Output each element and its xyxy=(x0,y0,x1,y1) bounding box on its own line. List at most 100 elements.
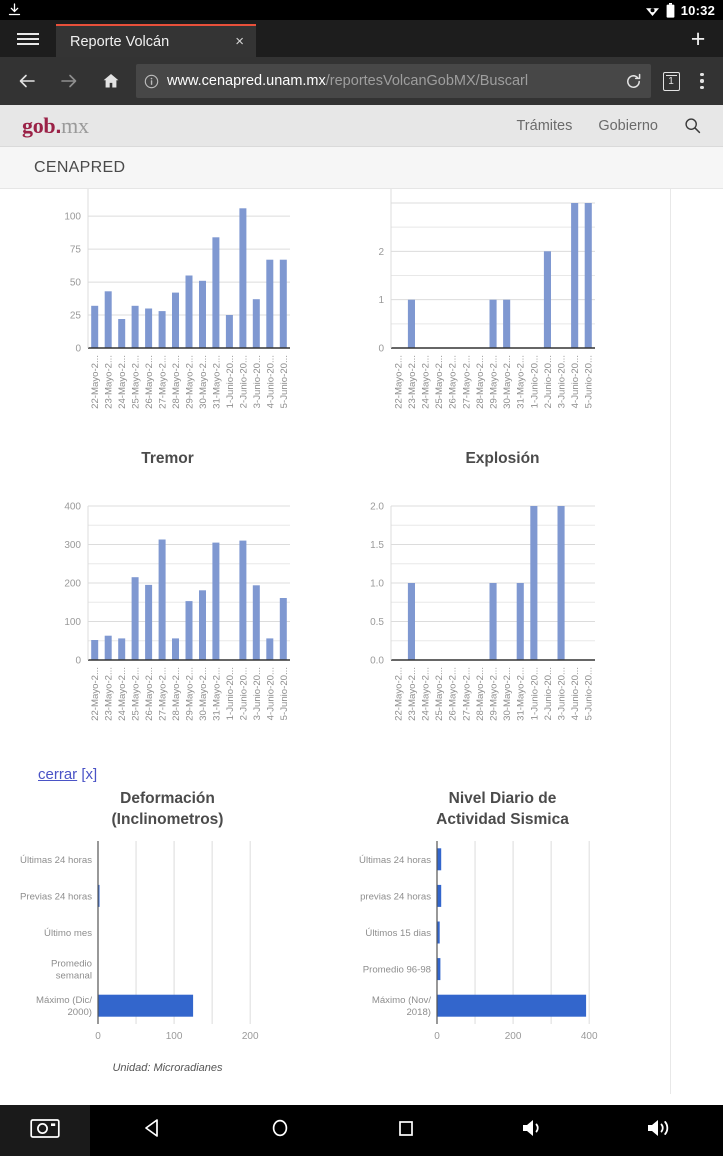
tab-title: Reporte Volcán xyxy=(70,33,170,50)
svg-text:25-Mayo-2...: 25-Mayo-2... xyxy=(131,667,142,721)
gobmx-header: gob.mx Trámites Gobierno xyxy=(0,105,723,147)
overflow-menu-icon[interactable] xyxy=(687,72,717,90)
tremor-plot: 0 100 200 300 400 22-Mayo-2... 23-Mayo-2... 24-… xyxy=(64,502,290,721)
url-text[interactable]: www.cenapred.unam.mx/reportesVolcanGobMX… xyxy=(167,73,616,89)
chart-nivel-diario: Nivel Diario de Actividad Sismica Última… xyxy=(335,783,670,1074)
chart-title-explosion: Explosión xyxy=(465,450,540,467)
svg-text:300: 300 xyxy=(64,540,81,551)
svg-text:30-Mayo-2...: 30-Mayo-2... xyxy=(502,667,513,721)
browser-tab-strip: Reporte Volcán × + xyxy=(0,20,723,57)
svg-text:23-Mayo-2...: 23-Mayo-2... xyxy=(407,667,418,721)
svg-text:2-Junio-20...: 2-Junio-20... xyxy=(543,667,554,720)
svg-text:400: 400 xyxy=(64,502,81,513)
svg-text:27-Mayo-2...: 27-Mayo-2... xyxy=(461,667,472,721)
svg-text:30-Mayo-2...: 30-Mayo-2... xyxy=(502,355,513,409)
nav-home-button[interactable] xyxy=(217,1105,344,1156)
volume-up-icon xyxy=(645,1117,675,1144)
battery-icon xyxy=(666,2,675,18)
svg-text:2000): 2000) xyxy=(67,1007,92,1018)
svg-text:24-Mayo-2...: 24-Mayo-2... xyxy=(117,355,128,409)
nav-link-gobierno[interactable]: Gobierno xyxy=(598,117,658,134)
chart-alta-frecuencia: 0 1 2 22-Mayo-2... 23-Mayo-2... 24-Mayo-2... 2… xyxy=(335,189,670,444)
svg-text:5-Junio-20...: 5-Junio-20... xyxy=(279,667,290,720)
chart-title-nivel-line2: Actividad Sismica xyxy=(436,810,569,828)
svg-text:Últimas 24 horas: Últimas 24 horas xyxy=(359,855,431,866)
chart-title-deformacion-line1: Deformación xyxy=(120,790,215,807)
svg-text:22-Mayo-2...: 22-Mayo-2... xyxy=(393,667,404,721)
svg-text:1.0: 1.0 xyxy=(370,579,384,590)
volume-down-button[interactable] xyxy=(470,1105,597,1156)
svg-text:1-Junio-20...: 1-Junio-20... xyxy=(529,355,540,408)
svg-text:23-Mayo-2...: 23-Mayo-2... xyxy=(104,355,115,409)
screenshot-button[interactable] xyxy=(0,1105,90,1156)
svg-text:4-Junio-20...: 4-Junio-20... xyxy=(265,355,276,408)
exhalaciones-plot: 0 25 50 75 100 22-Mayo-2... 23-Mayo-2... 24-May… xyxy=(64,189,290,409)
svg-text:22-Mayo-2...: 22-Mayo-2... xyxy=(393,355,404,409)
gobmx-logo[interactable]: gob.mx xyxy=(22,113,89,139)
search-icon[interactable] xyxy=(684,117,701,134)
hamburger-menu-icon[interactable] xyxy=(0,20,56,57)
browser-toolbar: www.cenapred.unam.mx/reportesVolcanGobMX… xyxy=(0,57,723,105)
volume-down-icon xyxy=(520,1117,546,1144)
svg-text:31-Mayo-2...: 31-Mayo-2... xyxy=(516,355,527,409)
deformacion-plot: Últimas 24 horas Previas 24 horas Último m… xyxy=(20,840,259,1042)
nav-back-button[interactable] xyxy=(90,1105,217,1156)
nivel-diario-plot: Últimas 24 horas previas 24 horas Últimos … xyxy=(359,840,598,1042)
svg-text:2-Junio-20...: 2-Junio-20... xyxy=(238,667,249,720)
svg-text:29-Mayo-2...: 29-Mayo-2... xyxy=(185,667,196,721)
svg-text:Últimos 15 dias: Últimos 15 dias xyxy=(365,928,431,939)
page-info-icon[interactable] xyxy=(144,74,159,89)
svg-text:3-Junio-20...: 3-Junio-20... xyxy=(557,355,568,408)
nav-recents-button[interactable] xyxy=(343,1105,470,1156)
svg-text:29-Mayo-2...: 29-Mayo-2... xyxy=(489,355,500,409)
svg-text:5-Junio-20...: 5-Junio-20... xyxy=(279,355,290,408)
svg-text:1-Junio-20...: 1-Junio-20... xyxy=(529,667,540,720)
svg-text:27-Mayo-2...: 27-Mayo-2... xyxy=(158,667,169,721)
svg-text:27-Mayo-2...: 27-Mayo-2... xyxy=(158,355,169,409)
chart-row-1: 0 25 50 75 100 22-Mayo-2... 23-Mayo-2... 24-May… xyxy=(0,189,670,444)
svg-text:Promedio 96-98: Promedio 96-98 xyxy=(363,964,431,975)
home-circle-icon xyxy=(269,1117,291,1144)
browser-tab-active[interactable]: Reporte Volcán × xyxy=(56,24,256,57)
svg-text:27-Mayo-2...: 27-Mayo-2... xyxy=(461,355,472,409)
cerrar-link-wrap: cerrar [x] xyxy=(0,758,670,783)
agency-bar: CENAPRED xyxy=(0,147,723,189)
back-arrow-icon[interactable] xyxy=(6,60,48,102)
agency-name: CENAPRED xyxy=(34,158,126,176)
svg-text:100: 100 xyxy=(64,617,81,628)
svg-text:23-Mayo-2...: 23-Mayo-2... xyxy=(407,355,418,409)
svg-text:22-Mayo-2...: 22-Mayo-2... xyxy=(90,355,101,409)
svg-text:0: 0 xyxy=(95,1031,101,1042)
forward-arrow-icon[interactable] xyxy=(48,60,90,102)
chart-title-deformacion: Deformación (Inclinometros) xyxy=(0,783,335,831)
svg-text:25-Mayo-2...: 25-Mayo-2... xyxy=(434,355,445,409)
cerrar-link[interactable]: cerrar xyxy=(38,766,78,783)
svg-text:24-Mayo-2...: 24-Mayo-2... xyxy=(117,667,128,721)
svg-text:0: 0 xyxy=(378,344,384,355)
svg-text:Promedio: Promedio xyxy=(51,958,92,969)
svg-text:23-Mayo-2...: 23-Mayo-2... xyxy=(104,667,115,721)
brand-mx: mx xyxy=(61,112,89,138)
svg-text:2018): 2018) xyxy=(406,1007,431,1018)
reload-icon[interactable] xyxy=(624,72,643,91)
svg-text:28-Mayo-2...: 28-Mayo-2... xyxy=(475,355,486,409)
svg-text:200: 200 xyxy=(64,579,81,590)
nav-link-tramites[interactable]: Trámites xyxy=(516,117,573,134)
close-icon[interactable]: × xyxy=(235,33,244,50)
home-icon[interactable] xyxy=(90,60,132,102)
svg-text:28-Mayo-2...: 28-Mayo-2... xyxy=(171,667,182,721)
volume-up-button[interactable] xyxy=(596,1105,723,1156)
svg-text:0.5: 0.5 xyxy=(370,617,384,628)
download-icon xyxy=(8,3,21,17)
brand-gob: gob xyxy=(22,112,56,138)
svg-text:31-Mayo-2...: 31-Mayo-2... xyxy=(211,355,222,409)
url-bar[interactable]: www.cenapred.unam.mx/reportesVolcanGobMX… xyxy=(136,64,651,98)
tab-count-button[interactable]: 1 xyxy=(655,65,687,97)
svg-text:29-Mayo-2...: 29-Mayo-2... xyxy=(489,667,500,721)
new-tab-button[interactable]: + xyxy=(690,25,706,53)
svg-text:Previas 24 horas: Previas 24 horas xyxy=(20,891,92,902)
tab-count-label: 1 xyxy=(662,71,680,91)
cerrar-bracket[interactable]: [x] xyxy=(77,766,98,783)
